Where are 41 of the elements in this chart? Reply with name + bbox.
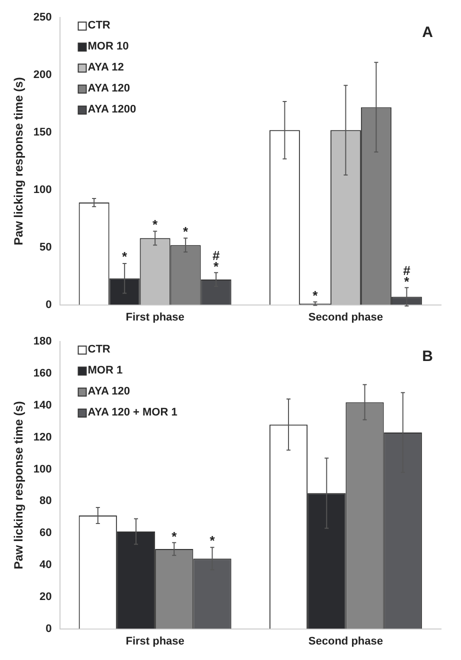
- y-tick-label: 180: [33, 336, 52, 348]
- y-tick-label: 140: [33, 399, 52, 412]
- legend-label: AYA 120: [88, 82, 130, 95]
- annotation: B: [422, 348, 434, 366]
- data-label: *: [170, 528, 178, 544]
- legend-label: CTR: [88, 344, 110, 356]
- legend-label: MOR 10: [88, 40, 129, 53]
- data-label: *: [152, 217, 159, 232]
- data-label: *: [208, 533, 216, 548]
- data-label: *: [312, 288, 319, 303]
- legend-label: AYA 12: [88, 62, 124, 74]
- data-label: # *: [211, 248, 221, 274]
- data-label: # *: [402, 262, 412, 289]
- y-tick-label: 0: [46, 622, 52, 635]
- legend-label: MOR 1: [88, 364, 123, 377]
- annotation: A: [422, 24, 434, 42]
- y-tick-label: 100: [33, 463, 52, 476]
- y-tick-label: 250: [33, 12, 52, 24]
- x-tick-label: Second phase: [308, 311, 383, 324]
- x-tick-label: Second phase: [308, 635, 383, 648]
- y-tick-label: 100: [33, 184, 52, 196]
- y-axis-title: Paw licking response time (s): [12, 77, 26, 246]
- y-tick-label: 40: [40, 559, 52, 572]
- y-tick-label: 160: [33, 368, 52, 380]
- x-tick-label: First phase: [126, 311, 184, 324]
- y-axis-title: Paw licking response time (s): [12, 401, 26, 570]
- data-label: *: [121, 249, 128, 264]
- legend-label: AYA 120 + MOR 1: [88, 406, 178, 419]
- legend-label: CTR: [88, 20, 110, 32]
- y-tick-label: 20: [40, 590, 52, 603]
- y-tick-label: 0: [46, 298, 52, 311]
- data-label: *: [182, 224, 190, 240]
- y-tick-label: 150: [33, 126, 52, 139]
- y-tick-label: 200: [33, 69, 52, 82]
- legend-label: AYA 120: [88, 386, 130, 398]
- legend-label: AYA 1200: [88, 104, 136, 116]
- y-tick-label: 50: [40, 241, 52, 254]
- y-tick-label: 60: [40, 527, 52, 540]
- y-tick-label: 120: [33, 431, 52, 444]
- x-tick-label: First phase: [126, 635, 184, 648]
- y-tick-label: 80: [40, 495, 52, 508]
